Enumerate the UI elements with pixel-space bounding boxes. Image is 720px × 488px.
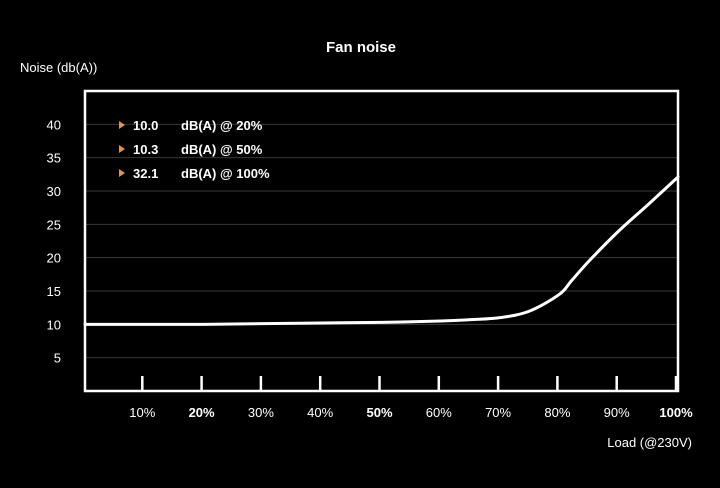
x-tick-label-20: 20% [189,405,215,420]
annotation-text: dB(A) @ 100% [181,166,270,181]
x-axis-title: Load (@230V) [607,435,692,450]
y-tick-labels: 5 10 15 20 25 30 35 40 [47,117,61,365]
x-tick-label-50: 50% [366,405,392,420]
y-tick-label-20: 20 [47,251,61,266]
chart-title: Fan noise [326,39,396,56]
x-tick-label-60: 60% [426,405,452,420]
annotation-text: dB(A) @ 50% [181,142,263,157]
x-tick-label-70: 70% [485,405,511,420]
annotation-text: dB(A) @ 20% [181,118,263,133]
annotation-marker-icon [119,169,125,177]
series-layer [83,175,680,326]
x-tick-label-10: 10% [129,405,155,420]
annotation-value: 32.1 [133,166,158,181]
y-tick-label-35: 35 [47,151,61,166]
annotation-marker-icon [119,145,125,153]
y-tick-label-25: 25 [47,217,61,232]
annotation-value: 10.3 [133,142,158,157]
annotations: 10.0 dB(A) @ 20% 10.3 dB(A) @ 50% 32.1 dB(A) … [119,118,270,181]
series-line-0 [83,175,680,326]
annotation-marker-icon [119,121,125,129]
y-tick-label-15: 15 [47,284,61,299]
x-tick-label-100: 100% [659,405,693,420]
x-tick-label-40: 40% [307,405,333,420]
plot-frame [83,89,680,393]
x-tick-label-90: 90% [604,405,630,420]
x-tick-label-80: 80% [544,405,570,420]
y-tick-label-10: 10 [47,317,61,332]
y-axis-title: Noise (db(A)) [20,60,97,75]
annotation-value: 10.0 [133,118,158,133]
x-ticks: 10% 20% 30% 40% 50% 60% 70% 80% 90% 100% [129,376,693,420]
x-tick-label-30: 30% [248,405,274,420]
y-tick-label-30: 30 [47,184,61,199]
y-tick-label-5: 5 [54,351,61,366]
y-tick-label-40: 40 [47,117,61,132]
